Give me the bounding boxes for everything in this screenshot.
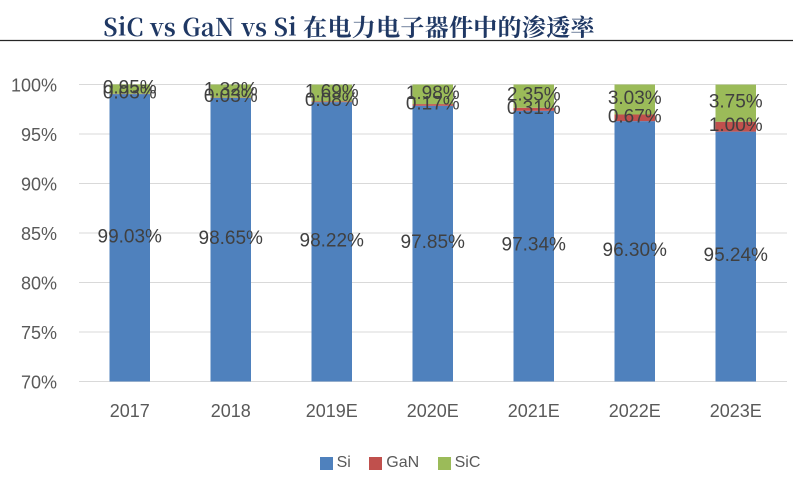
svg-text:80%: 80% [21,274,57,294]
svg-text:0.17%: 0.17% [406,93,460,114]
svg-text:2017: 2017 [110,401,150,421]
svg-text:2020E: 2020E [407,401,459,421]
svg-text:90%: 90% [21,175,57,195]
svg-text:97.85%: 97.85% [401,232,466,253]
svg-text:0.31%: 0.31% [507,98,561,119]
svg-text:2019E: 2019E [306,401,358,421]
svg-text:95.24%: 95.24% [704,245,769,266]
svg-text:0.03%: 0.03% [103,82,157,103]
svg-text:3.75%: 3.75% [709,92,763,113]
svg-text:98.65%: 98.65% [199,228,264,249]
svg-text:0.67%: 0.67% [608,106,662,127]
svg-text:97.34%: 97.34% [502,235,567,256]
svg-text:99.03%: 99.03% [98,226,163,247]
svg-text:100%: 100% [11,76,57,96]
svg-text:0.03%: 0.03% [204,86,258,107]
svg-text:70%: 70% [21,373,57,393]
svg-text:95%: 95% [21,125,57,145]
svg-text:2022E: 2022E [609,401,661,421]
svg-text:0.08%: 0.08% [305,90,359,111]
svg-text:85%: 85% [21,224,57,244]
svg-text:2018: 2018 [211,401,251,421]
svg-text:2023E: 2023E [710,401,762,421]
svg-text:75%: 75% [21,323,57,343]
svg-text:96.30%: 96.30% [603,240,668,261]
svg-text:98.22%: 98.22% [300,230,365,251]
svg-text:1.00%: 1.00% [709,115,763,136]
svg-text:2021E: 2021E [508,401,560,421]
